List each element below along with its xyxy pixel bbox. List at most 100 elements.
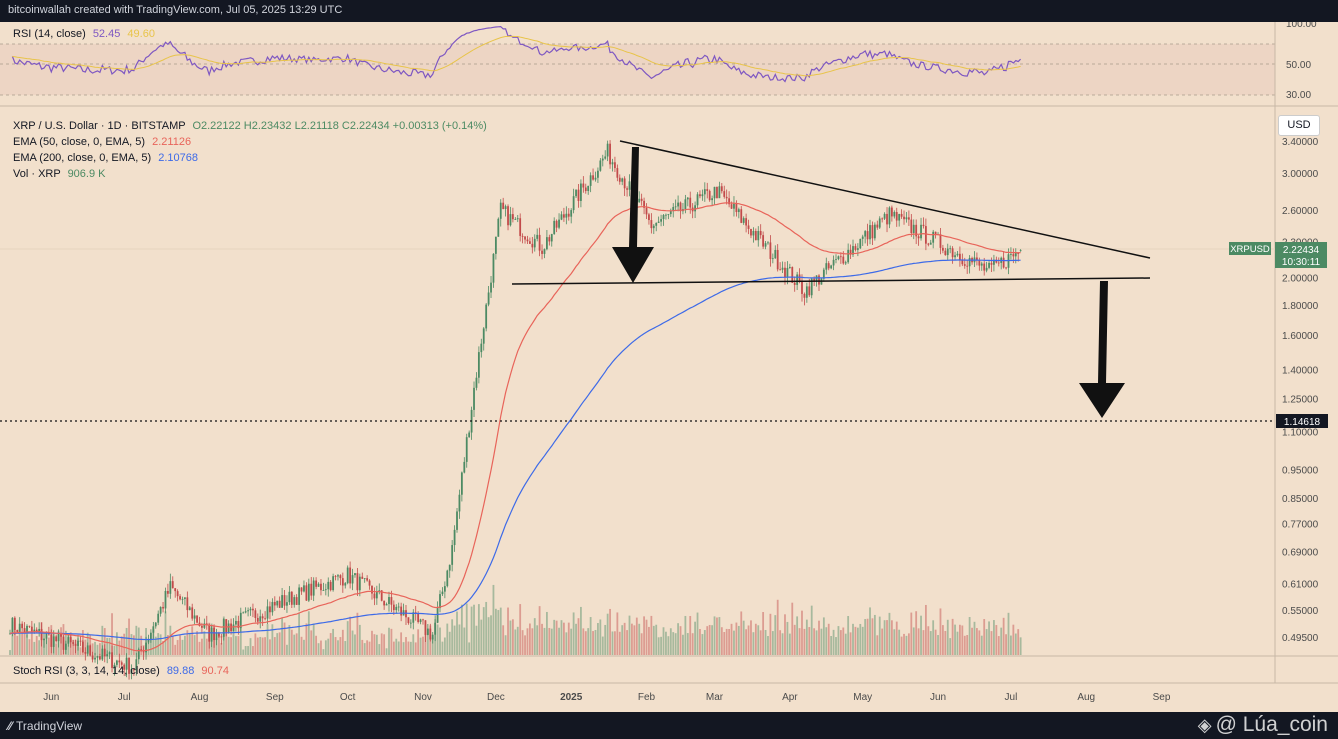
candle-body [16, 630, 19, 633]
candle-body [910, 219, 913, 234]
candle-body [1012, 254, 1015, 257]
legend-vol-label: Vol · XRP [13, 168, 61, 180]
volume-bar [30, 631, 33, 655]
candle-body [371, 585, 373, 594]
price-tag-symbol: XRPUSD [1230, 244, 1270, 255]
bottom-bar: ⁄⁄ TradingView ◈ @ Lúa_coin [0, 712, 1338, 739]
volume-bar [524, 635, 526, 655]
candle-body [363, 578, 366, 579]
triangle-upper-trendline[interactable] [619, 140, 1151, 259]
volume-bar [538, 606, 541, 655]
volume-bar [72, 639, 75, 655]
volume-bar [563, 622, 565, 655]
volume-bar [1017, 629, 1020, 655]
candle-body [886, 213, 888, 225]
volume-bar [218, 633, 220, 655]
rsi-ma-value: 49.60 [127, 28, 155, 40]
candle-body [961, 259, 964, 265]
candle-body [983, 263, 986, 271]
candle-body [487, 292, 490, 305]
candle-body [752, 230, 755, 236]
price-scale-label: 1.10000 [1282, 428, 1319, 439]
candle-body [796, 274, 799, 285]
volume-bar [298, 612, 301, 655]
candle-body [873, 224, 876, 239]
candle-body [949, 248, 952, 250]
time-axis-label: Sep [266, 692, 284, 703]
candle-body [533, 238, 536, 248]
candle-body [716, 186, 718, 199]
candle-body [677, 202, 679, 207]
volume-bar [679, 626, 682, 655]
triangle-support-line[interactable] [511, 277, 1151, 285]
volume-bar [993, 620, 995, 655]
volume-bar [997, 636, 1000, 655]
candle-body [854, 246, 857, 250]
volume-bar [793, 624, 796, 655]
candle-body [898, 213, 901, 221]
volume-bar [944, 630, 947, 655]
candle-body [762, 235, 765, 247]
volume-bar [983, 619, 986, 655]
candle-body [924, 226, 927, 244]
volume-bar [655, 624, 658, 655]
tradingview-brand[interactable]: ⁄⁄ TradingView [8, 719, 82, 733]
candle-body [849, 249, 852, 255]
candle-body [181, 598, 184, 600]
candle-body [349, 567, 352, 584]
candle-body [803, 293, 806, 298]
down-arrow-left [612, 147, 654, 283]
candle-body [256, 617, 259, 622]
chart-svg[interactable]: 3.400003.000002.600002.300002.000001.800… [0, 22, 1338, 712]
volume-bar [154, 636, 157, 655]
price-scale-label: 0.95000 [1282, 465, 1319, 476]
volume-bar [283, 622, 286, 655]
candle-body [900, 213, 903, 217]
candle-body [546, 237, 548, 250]
volume-bar [959, 624, 961, 655]
candle-body [618, 177, 621, 182]
rsi-scale: 100.00 50.00 30.00 [1286, 22, 1317, 101]
candle-body [643, 200, 645, 208]
time-axis-label: 2025 [560, 692, 583, 703]
candle-body [791, 267, 794, 283]
candle-body [293, 597, 296, 605]
rsi-label: RSI (14, close) [13, 28, 86, 40]
volume-bar [341, 629, 344, 655]
volume-bar [115, 632, 118, 655]
volume-bar [307, 611, 310, 655]
volume-bar [737, 625, 740, 655]
volume-bar [225, 619, 228, 655]
candle-body [453, 529, 456, 546]
candle-body [837, 256, 840, 260]
candle-body [128, 657, 130, 674]
volume-bar [385, 648, 388, 655]
volume-bar [922, 630, 925, 655]
watermark: ◈ @ Lúa_coin [1198, 713, 1328, 737]
candle-body [597, 170, 599, 178]
candle-body [23, 628, 26, 633]
volume-bar [375, 634, 378, 655]
candle-body [555, 220, 558, 228]
volume-bar [577, 618, 580, 655]
candle-body [475, 377, 478, 388]
candle-body [317, 583, 320, 587]
candle-body [310, 583, 313, 596]
candle-body [159, 606, 162, 614]
candle-body [747, 225, 750, 229]
volume-bar [451, 619, 454, 655]
candle-body [174, 588, 177, 592]
volume-bar [402, 642, 405, 655]
candle-body [871, 225, 874, 239]
volume-bar [468, 642, 471, 655]
chart-area[interactable]: 3.400003.000002.600002.300002.000001.800… [0, 22, 1338, 712]
candle-body [98, 656, 101, 660]
candle-body [650, 220, 653, 229]
volume-bar [854, 626, 857, 655]
candle-body [271, 601, 274, 613]
candle-body [917, 236, 920, 239]
currency-button[interactable]: USD [1278, 115, 1320, 136]
volume-bar [966, 635, 969, 655]
volume-bar [621, 625, 624, 655]
volume-bar [888, 612, 891, 655]
